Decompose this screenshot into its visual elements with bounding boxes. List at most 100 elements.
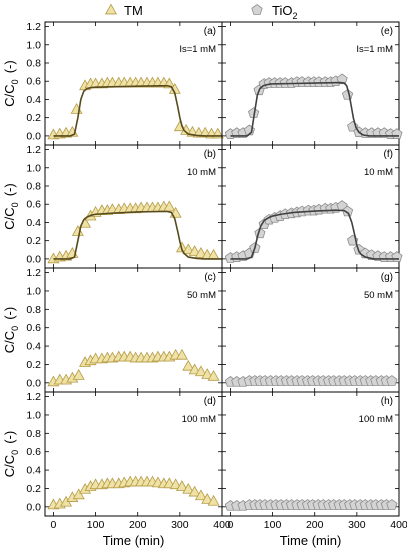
y-tick-label: 0.8 xyxy=(26,181,41,193)
y-tick-label: 0.4 xyxy=(26,217,41,229)
data-point xyxy=(194,247,207,258)
y-tick-label: 0.2 xyxy=(26,112,41,124)
data-point xyxy=(391,251,403,262)
x-tick-label: 400 xyxy=(390,519,407,531)
panel-label: (d) xyxy=(204,396,216,407)
data-point xyxy=(386,375,398,386)
data-point xyxy=(169,478,182,490)
panel-f: (f) 10 mM xyxy=(221,144,403,269)
y-axis-title: C/C0(-) xyxy=(2,183,20,229)
x-tick-label: 200 xyxy=(129,519,147,531)
y-axis-title: C/C0(-) xyxy=(2,60,20,106)
data-point xyxy=(163,200,176,212)
legend-marker-triangle xyxy=(104,3,118,15)
panel-h: (h) 100 mM xyxy=(221,391,400,517)
data-point xyxy=(188,363,201,375)
panel-condition: 100 mM xyxy=(359,414,393,425)
data-point xyxy=(175,348,188,360)
fit-curve xyxy=(230,81,399,137)
legend-entry-tio2: TiO2 xyxy=(251,3,297,21)
data-point xyxy=(201,368,214,379)
x-tick-label: 400 xyxy=(213,519,231,531)
x-tick-label: 100 xyxy=(87,519,105,531)
y-tick-label: 0.6 xyxy=(26,446,41,458)
y-tick-label: 0.8 xyxy=(26,58,41,70)
y-tick-label: 1.2 xyxy=(26,144,41,156)
x-tick-label: 0 xyxy=(228,519,234,531)
y-tick-label: 1.0 xyxy=(26,285,41,297)
x-tick-label: 300 xyxy=(171,519,189,531)
y-axis-labels: 0.0 0.2 0.4 0.6 0.8 1.0 1.2 C/C0(-) 0.0 0.2 0.4 0.6… xyxy=(2,21,41,513)
y-tick-label: 0.0 xyxy=(26,501,41,513)
panel-b: (b) 10 mM xyxy=(44,144,223,269)
x-axis: 0 100 200 300 400 Time (min) 0 100 200 300 400 Time… xyxy=(51,519,407,548)
x-tick-label: 100 xyxy=(264,519,282,531)
panel-condition: Is=1 mM xyxy=(356,44,393,55)
x-axis-title: Time (min) xyxy=(103,533,165,548)
data-point xyxy=(182,243,195,255)
y-tick-label: 0.2 xyxy=(26,359,41,371)
y-tick-label: 0.8 xyxy=(26,428,41,440)
y-tick-label: 0.6 xyxy=(26,76,41,88)
panel-condition: 10 mM xyxy=(364,167,393,178)
y-tick-label: 0.0 xyxy=(26,130,41,142)
fit-curve xyxy=(53,84,222,137)
data-point xyxy=(175,480,188,491)
data-point xyxy=(72,488,85,500)
panel-label: (b) xyxy=(204,149,216,160)
panel-condition: 50 mM xyxy=(364,290,393,301)
panel-e: (e) Is=1 mM xyxy=(221,21,403,146)
legend-label: TM xyxy=(124,3,143,18)
data-point xyxy=(207,494,220,506)
legend-entry-tm: TM xyxy=(104,3,143,18)
y-tick-label: 0.4 xyxy=(26,465,41,477)
data-point xyxy=(182,482,195,494)
y-tick-label: 1.0 xyxy=(26,162,41,174)
panel-frame xyxy=(221,267,400,393)
y-tick-label: 0.2 xyxy=(26,483,41,495)
data-point xyxy=(336,73,348,85)
panel-label: (a) xyxy=(204,26,216,37)
data-point xyxy=(72,369,85,380)
y-tick-label: 0.0 xyxy=(26,253,41,265)
data-point xyxy=(341,205,354,217)
data-point xyxy=(188,245,201,256)
panel-label: (g) xyxy=(381,272,393,283)
y-axis-title: C/C0(-) xyxy=(2,307,20,353)
data-point xyxy=(201,493,214,504)
x-tick-label: 300 xyxy=(348,519,366,531)
y-tick-label: 0.0 xyxy=(26,377,41,389)
panel-condition: 10 mM xyxy=(187,167,216,178)
panel-label: (e) xyxy=(381,26,393,37)
data-point xyxy=(188,485,201,497)
y-tick-label: 1.0 xyxy=(26,409,41,421)
fit-curve xyxy=(230,209,399,260)
legend-marker-pentagon xyxy=(251,4,263,15)
data-point xyxy=(386,499,398,510)
y-tick-label: 0.6 xyxy=(26,199,41,211)
y-tick-label: 0.4 xyxy=(26,94,41,106)
panel-frame xyxy=(221,391,400,517)
data-point xyxy=(182,359,195,371)
fit-curve xyxy=(53,210,222,260)
y-axis-title: C/C0(-) xyxy=(2,431,20,477)
x-tick-label: 200 xyxy=(306,519,324,531)
y-tick-label: 1.2 xyxy=(26,21,41,33)
panel-condition: Is=1 mM xyxy=(179,44,216,55)
y-tick-label: 0.8 xyxy=(26,304,41,316)
data-point xyxy=(194,365,207,377)
data-point xyxy=(391,128,403,139)
y-tick-label: 0.6 xyxy=(26,322,41,334)
panel-g: (g) 50 mM xyxy=(221,267,400,393)
panel-label: (h) xyxy=(381,396,393,407)
x-axis-title: Time (min) xyxy=(280,533,342,548)
data-point xyxy=(194,489,207,501)
panel-condition: 50 mM xyxy=(187,290,216,301)
panel-condition: 100 mM xyxy=(182,414,216,425)
panel-label: (f) xyxy=(384,149,393,160)
panels: (a) Is=1 mM (e) Is=1 mM (b) 10 mM (f) 10 mM (c) 5… xyxy=(44,21,403,517)
panel-d: (d) 100 mM xyxy=(44,391,223,517)
legend: TM TiO2 xyxy=(104,3,297,21)
